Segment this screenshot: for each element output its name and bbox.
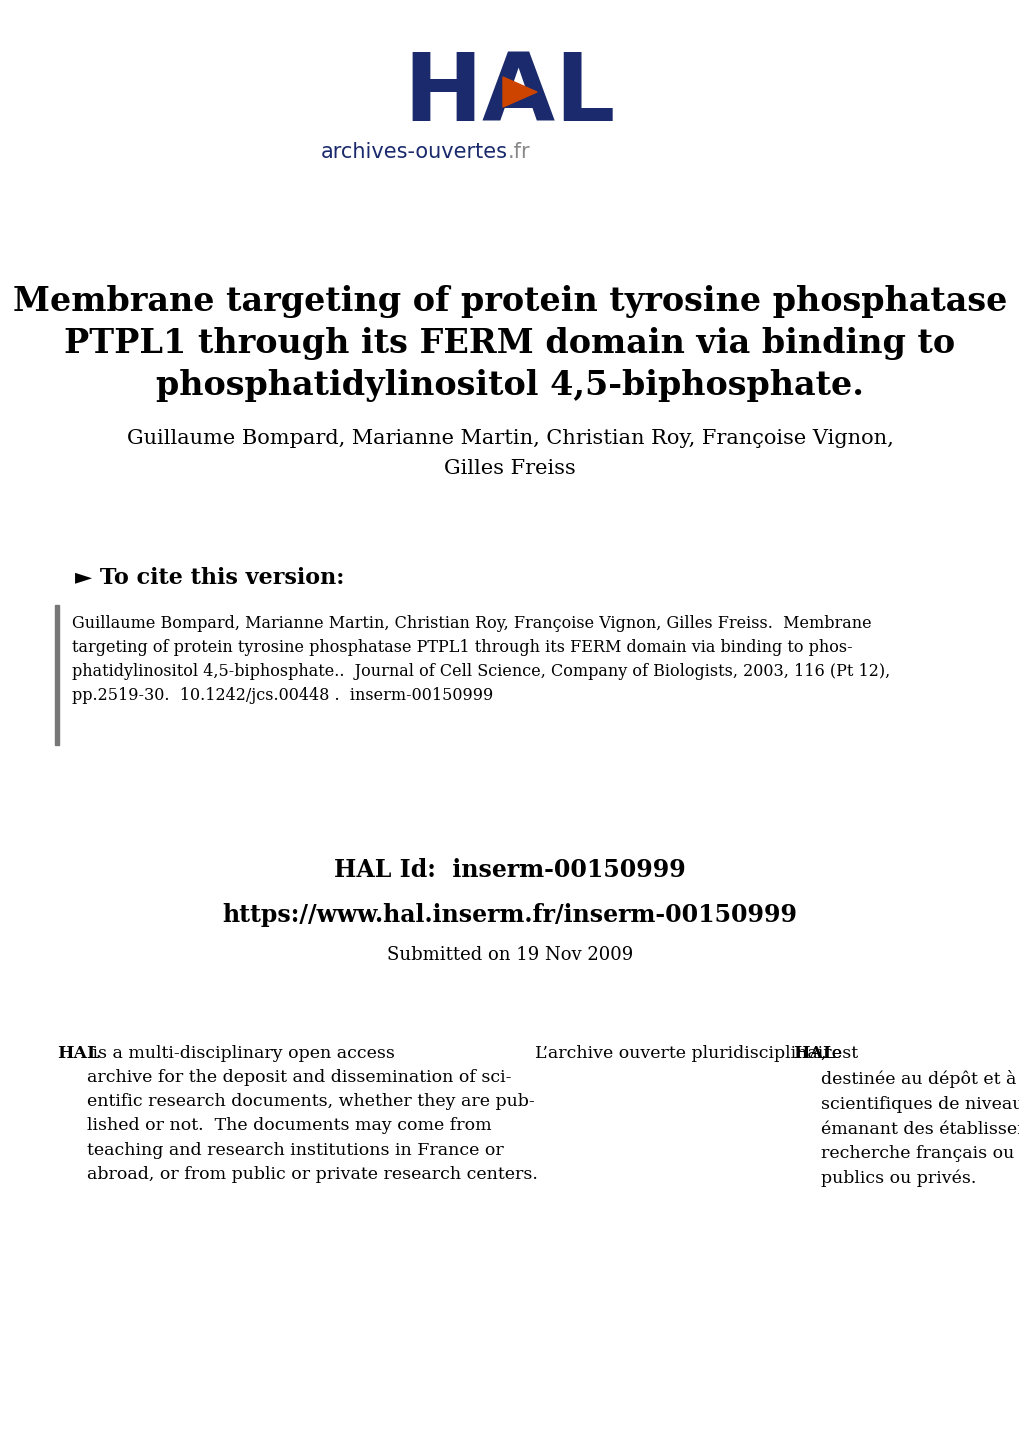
Text: Membrane targeting of protein tyrosine phosphatase: Membrane targeting of protein tyrosine p…: [13, 286, 1006, 319]
Text: phatidylinositol 4,5-biphosphate..  Journal of Cell Science, Company of Biologis: phatidylinositol 4,5-biphosphate.. Journ…: [72, 662, 890, 679]
Text: https://www.hal.inserm.fr/inserm-00150999: https://www.hal.inserm.fr/inserm-0015099…: [222, 903, 797, 927]
Text: PTPL1 through its FERM domain via binding to: PTPL1 through its FERM domain via bindin…: [64, 327, 955, 360]
Text: targeting of protein tyrosine phosphatase PTPL1 through its FERM domain via bind: targeting of protein tyrosine phosphatas…: [72, 639, 852, 656]
Text: pp.2519-30.  10.1242/jcs.00448 .  inserm-00150999: pp.2519-30. 10.1242/jcs.00448 . inserm-0…: [72, 686, 493, 704]
Text: Submitted on 19 Nov 2009: Submitted on 19 Nov 2009: [386, 946, 633, 965]
Text: HAL Id:  inserm-00150999: HAL Id: inserm-00150999: [334, 858, 685, 883]
Text: phosphatidylinositol 4,5-biphosphate.: phosphatidylinositol 4,5-biphosphate.: [156, 369, 863, 402]
Text: Gilles Freiss: Gilles Freiss: [443, 459, 576, 477]
Text: .fr: .fr: [507, 141, 530, 162]
Text: ► To cite this version:: ► To cite this version:: [75, 567, 344, 588]
Text: Guillaume Bompard, Marianne Martin, Christian Roy, Françoise Vignon, Gilles Frei: Guillaume Bompard, Marianne Martin, Chri…: [72, 614, 871, 632]
Text: , est
destinée au dépôt et à la diffusion de documents
scientifiques de niveau r: , est destinée au dépôt et à la diffusio…: [820, 1045, 1019, 1187]
Text: L’archive ouverte pluridisciplinaire: L’archive ouverte pluridisciplinaire: [535, 1045, 847, 1061]
Bar: [55, 606, 59, 746]
Text: Guillaume Bompard, Marianne Martin, Christian Roy, Françoise Vignon,: Guillaume Bompard, Marianne Martin, Chri…: [126, 428, 893, 447]
Text: HAL: HAL: [57, 1045, 99, 1061]
Text: is a multi-disciplinary open access
archive for the deposit and dissemination of: is a multi-disciplinary open access arch…: [87, 1045, 537, 1182]
Text: HAL: HAL: [404, 49, 615, 141]
Text: HAL: HAL: [792, 1045, 835, 1061]
Text: archives-ouvertes: archives-ouvertes: [321, 141, 507, 162]
Polygon shape: [502, 76, 536, 107]
